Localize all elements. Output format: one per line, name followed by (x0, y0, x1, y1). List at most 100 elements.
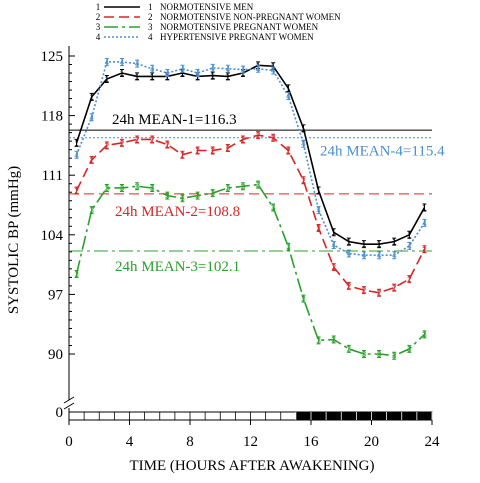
data-point-2: 2 (165, 141, 170, 150)
y-tick-label: 118 (41, 109, 63, 125)
error-bar-2 (210, 146, 215, 155)
data-point-1: 1 (392, 238, 397, 247)
legend-marker-3: 3 (148, 22, 153, 32)
error-bar-2 (331, 263, 336, 272)
error-bar-3 (316, 336, 321, 345)
error-bar-3 (346, 344, 351, 353)
x-tick-label: 20 (364, 434, 379, 450)
error-bar-1 (377, 240, 382, 249)
data-point-1: 1 (407, 231, 412, 240)
data-point-2: 2 (180, 151, 185, 160)
data-point-1: 1 (301, 124, 306, 133)
legend: 1 1 NORMOTENSIVE MEN 2 2 NORMOTENSIVE NON-PRE… (96, 2, 341, 42)
data-point-3: 3 (210, 189, 215, 198)
data-point-2: 2 (331, 263, 336, 272)
data-point-4: 4 (316, 206, 321, 215)
error-bar-2 (104, 141, 109, 150)
data-point-3: 3 (241, 182, 246, 191)
error-bar-2 (407, 275, 412, 284)
y-axis-title: SYSTOLIC BP (mmHg) (6, 166, 22, 314)
data-point-1: 1 (316, 187, 321, 196)
error-bar-1 (346, 237, 351, 246)
x-tick-label: 8 (186, 434, 194, 450)
data-point-3: 3 (331, 336, 336, 345)
error-bar-3 (422, 330, 427, 339)
data-point-4: 4 (347, 250, 352, 259)
error-bar-1 (104, 74, 109, 83)
data-point-3: 3 (120, 184, 125, 193)
data-point-4: 4 (256, 65, 261, 74)
error-bar-2 (377, 288, 382, 297)
legend-number-1: 1 (96, 2, 101, 12)
y-tick-label: 104 (41, 228, 64, 244)
error-bar-4 (119, 57, 124, 66)
legend-marker-2: 2 (148, 12, 153, 22)
data-point-1: 1 (422, 204, 427, 213)
data-point-3: 3 (180, 194, 185, 203)
error-bar-3 (377, 350, 382, 358)
data-point-1: 1 (362, 240, 367, 249)
error-bar-4 (271, 66, 276, 75)
x-tick-label: 16 (304, 434, 320, 450)
error-bar-3 (240, 182, 245, 191)
data-point-3: 3 (226, 184, 231, 193)
error-bar-1 (225, 72, 230, 81)
data-point-2: 2 (392, 284, 397, 293)
data-point-4: 4 (362, 251, 367, 260)
error-bar-3 (119, 183, 124, 192)
error-bar-3 (256, 180, 261, 189)
data-point-2: 2 (286, 147, 291, 156)
error-bar-4 (422, 218, 427, 227)
data-point-2: 2 (210, 147, 215, 156)
error-bar-4 (286, 92, 291, 101)
data-point-1: 1 (105, 75, 110, 84)
error-bar-3 (180, 194, 185, 203)
data-point-2: 2 (271, 134, 276, 143)
x-tick-label: 24 (425, 434, 441, 450)
error-bar-2 (119, 138, 124, 147)
legend-label-3: NORMOTENSIVE PREGNANT WOMEN (160, 22, 319, 32)
error-bar-2 (240, 135, 245, 144)
error-bar-3 (271, 203, 276, 212)
data-point-4: 4 (165, 69, 170, 78)
series-line-3 (75, 183, 425, 357)
data-point-3: 3 (165, 192, 170, 201)
data-point-2: 2 (74, 187, 79, 196)
data-point-1: 1 (89, 93, 94, 102)
data-point-3: 3 (256, 181, 261, 190)
x-tick-label: 12 (243, 434, 258, 450)
data-point-4: 4 (286, 92, 291, 101)
error-bar-3 (407, 344, 412, 353)
data-point-2: 2 (362, 286, 367, 295)
x-axis-title: TIME (HOURS AFTER AWAKENING) (129, 458, 374, 474)
data-point-3: 3 (74, 270, 79, 279)
legend-label-1: NORMOTENSIVE MEN (160, 2, 254, 12)
data-point-1: 1 (286, 84, 291, 93)
error-bar-2 (392, 283, 397, 292)
error-bar-4 (240, 65, 245, 74)
error-bar-1 (301, 124, 306, 133)
data-point-4: 4 (105, 58, 110, 67)
data-point-1: 1 (135, 72, 140, 81)
mean-label-3: 24h MEAN-3=102.1 (115, 259, 240, 275)
error-bar-4 (256, 64, 261, 73)
error-bar-1 (74, 138, 79, 147)
data-point-2: 2 (150, 135, 155, 144)
data-point-3: 3 (105, 184, 110, 193)
night-period-bar (295, 412, 432, 420)
error-bar-2 (301, 176, 306, 185)
data-point-1: 1 (347, 238, 352, 247)
error-bar-3 (301, 294, 306, 303)
error-bar-4 (135, 59, 140, 68)
data-point-3: 3 (316, 336, 321, 345)
data-point-3: 3 (392, 352, 397, 361)
data-point-1: 1 (226, 72, 231, 81)
error-bar-2 (256, 131, 261, 140)
data-point-2: 2 (377, 289, 382, 298)
error-bar-4 (74, 150, 79, 159)
error-bar-3 (210, 189, 215, 198)
error-bar-1 (89, 92, 94, 101)
error-bar-2 (271, 133, 276, 142)
error-bar-1 (407, 230, 412, 239)
